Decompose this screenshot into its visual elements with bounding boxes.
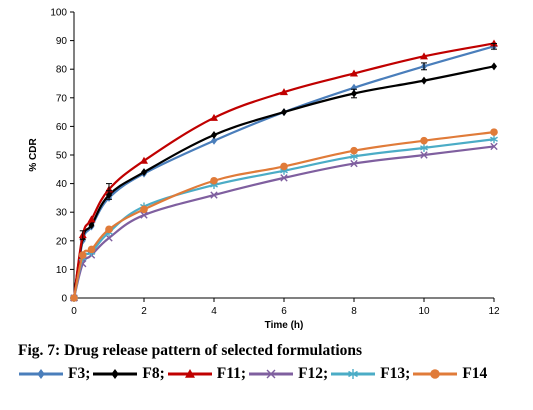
legend-item-f14: F14 [412,363,487,385]
y-tick-label: 10 [56,265,68,276]
data-point-f8 [211,130,217,139]
data-point-f11 [140,156,148,164]
data-point-f14 [210,176,218,185]
data-point-f14 [105,225,113,234]
legend-marker-f14 [430,369,441,379]
y-tick-label: 60 [56,122,68,133]
y-tick-label: 30 [56,208,68,219]
data-point-f3 [211,136,217,145]
data-point-f12 [105,234,113,242]
data-point-f14 [350,146,358,155]
y-tick-label: 70 [56,93,68,104]
legend-label-f11: F11; [216,365,247,382]
series-f14 [70,128,498,302]
y-tick-label: 80 [56,65,68,76]
data-point-f11 [87,215,96,223]
figure-caption: Fig. 7: Drug release pattern of selected… [18,342,363,359]
legend-item-f3: F3; [18,363,90,385]
legend-label-f3: F3; [68,365,91,382]
data-point-f14 [490,128,498,136]
legend-marker-f13 [348,369,359,379]
data-point-f11 [210,113,218,121]
data-point-f14 [140,205,148,214]
x-tick-label: 8 [351,306,357,317]
series-line-f3 [72,45,495,299]
legend-swatch-f8 [93,369,138,379]
data-point-f14 [78,251,87,259]
series-line-f12 [72,145,495,299]
data-point-f14 [87,245,96,254]
chart-series-layer [70,39,498,302]
x-tick-label: 2 [141,306,147,317]
y-tick-label: 50 [56,151,68,162]
data-point-f12 [350,159,358,168]
data-point-f8 [421,76,427,85]
legend-item-f11: F11; [167,363,246,385]
x-tick-label: 4 [211,306,217,317]
legend-marker-f8 [111,369,120,379]
x-axis-title: Time (h) [265,320,304,331]
legend-swatch-f3 [19,369,63,379]
series-f8 [71,62,497,302]
x-tick-label: 12 [488,306,500,317]
series-line-f11 [72,42,495,299]
chart-legend: F3; F8; F11; F12; F13; F14 [18,363,528,388]
legend-label-f12: F12; [298,365,329,382]
data-point-f12 [210,191,218,199]
x-tick-label: 10 [418,306,430,317]
data-point-f11 [280,88,288,96]
legend-item-f13: F13; [330,363,410,385]
data-point-f13 [420,143,428,152]
x-tick-label: 6 [281,306,287,317]
data-point-f14 [280,162,288,171]
chart-axes: 0 10 20 30 40 50 60 70 80 90 100 0 2 4 6 8 10 12 Time (h)%… [28,8,500,332]
legend-marker-f11 [184,369,195,378]
y-tick-label: 100 [50,8,67,19]
legend-swatch-f14 [413,369,458,379]
series-line-f13 [72,138,495,299]
data-point-f12 [280,174,288,182]
data-point-f14 [70,294,78,302]
data-point-f8 [491,62,497,71]
series-f11 [70,39,498,301]
legend-marker-f3 [37,369,45,379]
data-point-f12 [140,211,148,219]
data-point-f11 [420,52,428,60]
legend-label-f14: F14 [462,365,488,382]
data-point-f13 [490,135,498,144]
y-tick-label: 0 [61,294,67,305]
legend-label-f13: F13; [380,365,411,382]
legend-marker-f12 [266,369,276,379]
y-axis-title: % CDR [28,138,39,172]
data-point-f14 [420,136,428,145]
data-point-f11 [350,69,358,77]
legend-item-f8: F8; [92,363,165,385]
chart-area: 0 10 20 30 40 50 60 70 80 90 100 0 2 4 6 8 10 12 Time (h)%… [28,8,500,332]
series-line-f14 [72,131,495,299]
legend-item-f12: F12; [248,363,328,385]
y-tick-label: 20 [56,236,68,247]
legend-label-f8: F8; [142,365,165,382]
error-bars [79,42,497,240]
data-point-f12 [490,142,498,151]
y-tick-label: 90 [56,36,68,47]
legend-swatch-f12 [249,369,294,379]
x-tick-label: 0 [71,306,77,317]
data-point-f8 [141,168,147,177]
data-point-f8 [281,108,287,117]
y-tick-label: 40 [56,179,68,190]
series-line-f8 [72,65,495,299]
legend-swatch-f13 [331,369,376,379]
data-point-f3 [351,83,357,92]
data-point-f12 [420,151,428,159]
legend-swatch-f11 [167,369,212,378]
